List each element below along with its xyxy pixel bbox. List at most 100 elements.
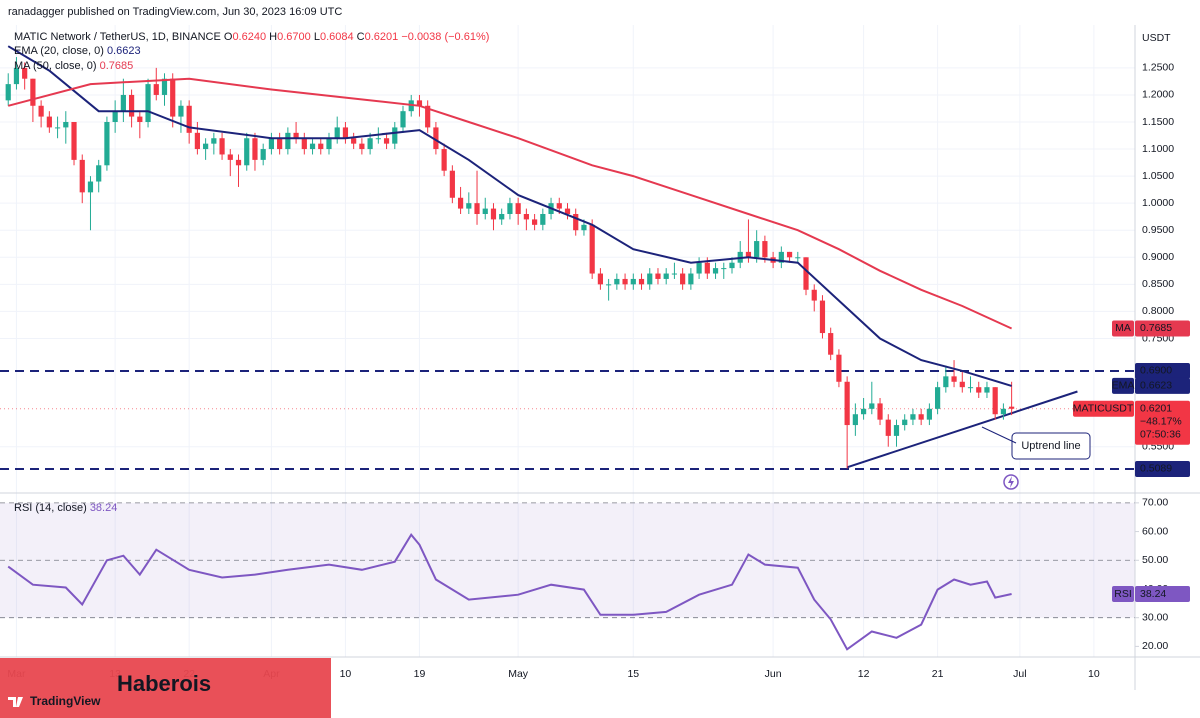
candle-body: [893, 425, 900, 436]
candle-body: [309, 143, 316, 150]
candle-body: [194, 132, 200, 150]
candle-body: [277, 138, 283, 150]
y-tick-label: 70.00: [1142, 497, 1168, 509]
candle-body: [926, 408, 932, 420]
candle-body: [400, 111, 406, 128]
series-value: 0.6623: [1140, 380, 1172, 392]
series-tag-label: EMA: [1112, 380, 1135, 392]
price-tags: 0.6900 0.5089 EMA 0.6623 MA 0.7685 MATICUSDT 0.…: [1073, 320, 1190, 603]
candle-body: [474, 203, 480, 214]
candle-body: [293, 132, 299, 139]
candle-body: [959, 381, 965, 388]
y-tick-label: 1.2000: [1142, 89, 1174, 101]
candle-body: [38, 105, 44, 117]
header: ranadagger published on TradingView.com,…: [8, 6, 342, 18]
level-tag: [1135, 460, 1190, 477]
watermark-box: [0, 658, 331, 718]
candle-body: [951, 376, 957, 382]
legend-key: O: [224, 31, 233, 43]
candle-body: [318, 143, 324, 150]
y-tick-label: 0.8000: [1142, 305, 1174, 317]
legend-value: 0.6084: [320, 31, 354, 43]
candle-body: [153, 84, 159, 95]
y-tick-label: 1.1000: [1142, 143, 1174, 155]
candle-body: [869, 403, 875, 409]
legend-ema: EMA (20, close, 0) 0.6623: [14, 45, 141, 57]
candle-body: [186, 105, 192, 133]
y-tick-label: 30.00: [1142, 611, 1168, 623]
close-tag: [1135, 400, 1190, 445]
candle-body: [630, 278, 636, 285]
candle-body: [449, 170, 455, 198]
candle-body: [466, 203, 472, 209]
watermark: Haberois: [117, 671, 211, 696]
candle-body: [507, 203, 513, 214]
x-tick-label: May: [508, 668, 529, 680]
candle-body: [680, 273, 686, 285]
candle-body: [457, 197, 464, 209]
legend-value: 0.6623: [107, 45, 141, 57]
candle-body: [22, 67, 28, 79]
candle-body: [219, 138, 225, 155]
candle-body: [935, 387, 941, 409]
candle-body: [375, 138, 381, 140]
legend-value: 0.6240: [232, 31, 266, 43]
candle-body: [482, 208, 488, 214]
candle-body: [762, 241, 768, 258]
candle-body: [1009, 406, 1015, 409]
legend-ma: MA (50, close, 0) 0.7685: [14, 60, 133, 72]
legend-key: L: [314, 31, 320, 43]
candle-body: [597, 273, 603, 285]
candle-body: [910, 414, 916, 420]
candle-body: [499, 214, 505, 220]
event-icon-bolt: [1008, 476, 1014, 488]
symbol-label: MATICUSDT: [1073, 403, 1134, 415]
candle-body: [729, 262, 735, 269]
x-tick-label: 21: [932, 668, 944, 680]
candle-body: [688, 273, 694, 285]
x-tick-label: Jul: [1013, 668, 1026, 680]
candle-body: [145, 84, 151, 122]
series-value-tag: [1135, 377, 1190, 394]
y-tick-label: 20.00: [1142, 640, 1168, 652]
candle-body: [1000, 408, 1007, 415]
series-value: 0.7685: [1140, 322, 1172, 334]
candle-body: [326, 138, 332, 150]
candle-body: [515, 203, 521, 214]
candle-body: [285, 132, 291, 150]
series-tag-label: RSI: [1114, 588, 1132, 600]
logo: TradingView: [30, 694, 101, 708]
candle-body: [877, 403, 883, 420]
y-tick-label: 50.00: [1142, 554, 1168, 566]
legend-key: H: [269, 31, 277, 43]
candle-body: [359, 143, 365, 150]
candle-body: [754, 241, 760, 258]
candle-body: [902, 419, 908, 426]
candle-body: [260, 149, 266, 160]
candle-body: [943, 376, 949, 388]
candle-body: [211, 138, 217, 144]
level-label: 0.6900: [1140, 365, 1172, 377]
annotation-box: [1011, 432, 1091, 460]
candle-body: [268, 138, 275, 150]
candle-body: [819, 300, 826, 334]
candle-body: [828, 333, 834, 355]
legend-value: 0.7685: [100, 60, 134, 72]
candle-body: [712, 268, 719, 274]
line-series: [7, 77, 1013, 330]
candle-body: [860, 408, 867, 415]
candle-body: [120, 94, 126, 112]
y-tick-label: 0.9000: [1142, 251, 1174, 263]
x-tick-label: 19: [414, 668, 426, 680]
candle-body: [556, 203, 562, 209]
close-change: −48.17%: [1140, 416, 1182, 428]
candle-body: [170, 78, 176, 117]
currency: USDT: [1142, 32, 1171, 44]
candle-body: [540, 214, 546, 225]
candle-body: [13, 67, 20, 85]
candle-body: [252, 138, 258, 160]
annotation: Uptrend line: [1021, 440, 1080, 452]
candle-body: [63, 122, 69, 128]
candle-body: [844, 381, 850, 426]
